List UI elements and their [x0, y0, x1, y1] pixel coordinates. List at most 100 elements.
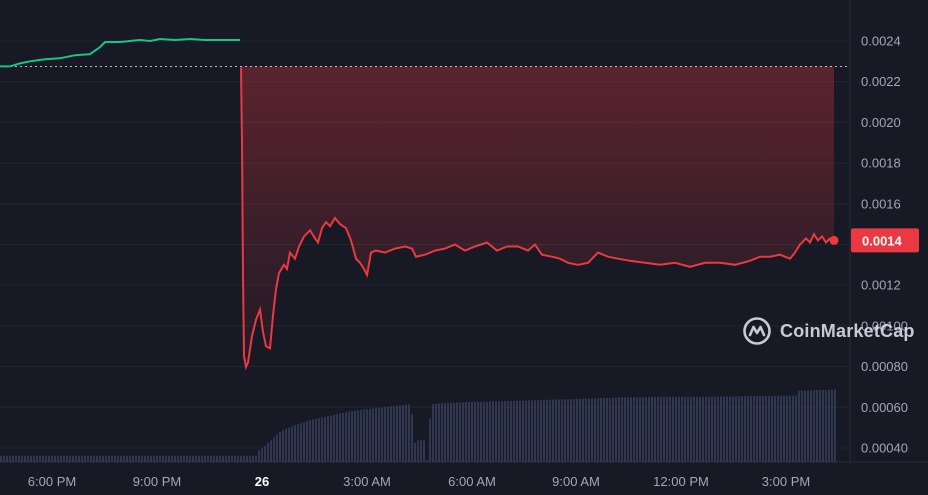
y-tick-label: 0.00100: [861, 318, 908, 333]
watermark: CoinMarketCap: [742, 316, 915, 346]
volume-bar: [303, 422, 305, 462]
volume-bar: [177, 455, 179, 462]
volume-bar: [57, 455, 59, 462]
volume-bar: [705, 396, 707, 462]
volume-bar: [12, 455, 14, 462]
volume-bar: [120, 455, 122, 462]
volume-bar: [189, 455, 191, 462]
volume-bar: [675, 396, 677, 462]
volume-bar: [768, 395, 770, 462]
volume-bar: [336, 414, 338, 462]
volume-bar: [198, 455, 200, 462]
volume-bar: [777, 395, 779, 462]
volume-bar: [651, 397, 653, 462]
volume-bar: [219, 455, 221, 462]
volume-bar: [822, 389, 824, 462]
volume-bar: [555, 399, 557, 462]
volume-bar: [105, 455, 107, 462]
volume-bar: [375, 408, 377, 462]
volume-bar: [501, 401, 503, 462]
volume-bar: [660, 396, 662, 462]
volume-bar: [402, 405, 404, 462]
volume-bar: [603, 398, 605, 462]
last-price-badge-bg: [851, 228, 919, 253]
volume-bar: [708, 396, 710, 462]
volume-bar: [789, 395, 791, 462]
volume-bar: [465, 402, 467, 462]
volume-bar: [699, 396, 701, 462]
x-tick-label: 26: [255, 474, 269, 489]
volume-bar: [546, 399, 548, 462]
volume-bar: [540, 400, 542, 462]
volume-bar: [225, 455, 227, 462]
volume-bar: [570, 399, 572, 462]
y-tick-label: 0.0020: [861, 115, 901, 130]
volume-bar: [690, 396, 692, 462]
volume-bar: [717, 396, 719, 462]
volume-bar: [504, 401, 506, 462]
volume-bar: [786, 395, 788, 462]
volume-bar: [645, 397, 647, 462]
volume-bar: [579, 398, 581, 462]
volume-bar: [435, 403, 437, 462]
volume-bar: [21, 455, 23, 462]
x-tick-label: 9:00 PM: [133, 474, 181, 489]
volume-bar: [246, 455, 248, 462]
volume-bar: [300, 423, 302, 462]
volume-bar: [828, 389, 830, 462]
volume-bar: [372, 408, 374, 462]
volume-bar: [174, 455, 176, 462]
volume-bar: [747, 396, 749, 462]
volume-bar: [108, 455, 110, 462]
y-tick-label: 0.0022: [861, 74, 901, 89]
volume-bar: [735, 396, 737, 462]
volume-bar: [156, 455, 158, 462]
volume-bar: [666, 396, 668, 462]
volume-bar: [54, 455, 56, 462]
volume-bar: [138, 455, 140, 462]
volume-bar: [510, 400, 512, 462]
volume-bar: [642, 397, 644, 462]
volume-bar: [609, 397, 611, 462]
volume-bar: [51, 455, 53, 462]
volume-bar: [627, 397, 629, 462]
volume-bar: [270, 440, 272, 462]
last-price-dot: [829, 235, 839, 245]
volume-bar: [93, 455, 95, 462]
volume-bar: [798, 390, 800, 462]
volume-bar: [96, 455, 98, 462]
volume-bar: [276, 434, 278, 462]
y-tick-label: 0.0016: [861, 196, 901, 211]
volume-bar: [339, 413, 341, 462]
volume-bar: [489, 401, 491, 462]
volume-bar: [66, 455, 68, 462]
volume-bar: [282, 430, 284, 462]
volume-bar: [216, 455, 218, 462]
volume-bar: [615, 397, 617, 462]
volume-bar: [672, 396, 674, 462]
volume-bar: [162, 455, 164, 462]
volume-bar: [801, 390, 803, 462]
volume-bar: [630, 397, 632, 462]
volume-bar: [147, 455, 149, 462]
y-tick-label: 0.00040: [861, 441, 908, 456]
volume-bar: [75, 455, 77, 462]
volume-bar: [774, 395, 776, 462]
volume-bar: [552, 399, 554, 462]
volume-bar: [756, 396, 758, 462]
volume-bar: [654, 396, 656, 462]
volume-bar: [135, 455, 137, 462]
volume-bar: [39, 455, 41, 462]
volume-bar: [84, 455, 86, 462]
volume-bar: [684, 396, 686, 462]
volume-bar: [264, 445, 266, 462]
volume-bar: [324, 416, 326, 462]
volume-bar: [726, 396, 728, 462]
last-price-badge: 0.0014: [851, 228, 919, 253]
volume-bar: [453, 402, 455, 462]
volume-bar: [534, 400, 536, 462]
volume-bar: [492, 401, 494, 462]
volume-bar: [342, 412, 344, 462]
volume-bar: [633, 397, 635, 462]
